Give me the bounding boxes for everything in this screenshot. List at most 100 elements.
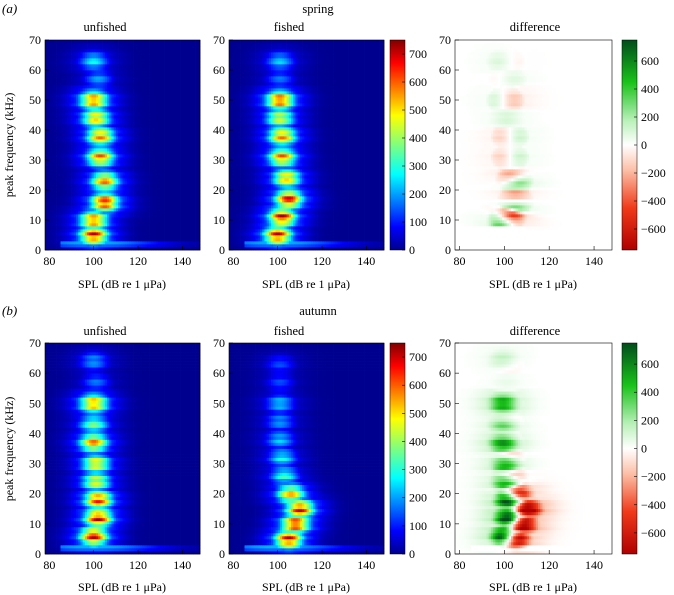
heatmap-cell [155,169,159,173]
heatmap-cell [186,55,190,59]
heatmap-cell [58,127,61,131]
heatmap-cell [71,52,75,56]
heatmap-cell [64,160,68,164]
heatmap-cell [140,196,143,200]
heatmap-cell [84,226,88,230]
heatmap-cell [162,139,165,143]
heatmap-cell [188,85,192,89]
heatmap-cell [153,115,157,119]
heatmap-cell [100,199,103,203]
heatmap-cell [122,208,126,212]
heatmap-cell [171,121,174,125]
heatmap-cell [47,97,50,101]
heatmap-cell [56,148,59,152]
heatmap-cell [162,223,165,227]
heatmap-cell [71,100,75,104]
heatmap-cell [102,214,106,218]
heatmap-cell [89,214,92,218]
heatmap-cell [82,217,86,221]
heatmap-cell [89,70,92,74]
heatmap-cell [180,127,183,131]
heatmap-cell [126,163,130,167]
heatmap-cell [169,58,172,62]
heatmap-cell [188,133,192,137]
heatmap-cell [197,127,201,131]
heatmap-cell [113,79,117,83]
heatmap-cell [169,46,172,50]
heatmap-cell [124,40,128,44]
heatmap-cell [67,106,70,110]
heatmap-cell [188,94,192,98]
heatmap-cell [162,160,165,164]
heatmap-cell [184,175,188,179]
heatmap-cell [173,184,176,188]
heatmap-cell [113,133,117,137]
heatmap-cell [64,181,68,185]
heatmap-cell [69,190,72,194]
heatmap-cell [89,220,92,224]
heatmap-cell [71,238,75,242]
heatmap-cell [115,157,119,161]
heatmap-cell [129,199,132,203]
heatmap-cell [129,247,132,251]
heatmap-cell [78,49,81,53]
heatmap-cell [115,43,119,47]
heatmap-cell [104,157,108,161]
heatmap-cell [162,55,165,59]
heatmap-cell [89,166,92,170]
heatmap-cell [126,154,130,158]
heatmap-cell [107,118,110,122]
heatmap-cell [166,211,170,215]
heatmap-cell [195,121,199,125]
heatmap-cell [56,91,59,95]
heatmap-cell [177,247,181,251]
heatmap-cell [118,205,121,209]
heatmap-cell [73,106,77,110]
heatmap-cell [80,244,83,248]
heatmap-cell [69,169,72,173]
heatmap-cell [95,106,99,110]
heatmap-cell [47,46,50,50]
heatmap-cell [131,193,134,197]
heatmap-cell [93,220,97,224]
heatmap-cell [157,106,161,110]
heatmap-cell [118,121,121,125]
heatmap-cell [104,43,108,47]
heatmap-cell [78,226,81,230]
heatmap-cell [142,118,145,122]
heatmap-cell [87,181,90,185]
heatmap-cell [51,163,55,167]
heatmap-cell [173,229,176,233]
heatmap-cell [58,139,61,143]
heatmap-cell [182,115,185,119]
heatmap-cell [160,148,163,152]
heatmap-cell [107,217,110,221]
heatmap-cell [193,106,196,110]
heatmap-cell [315,247,318,251]
heatmap-cell [78,136,81,140]
heatmap-cell [157,220,161,224]
heatmap-cell [80,115,83,119]
heatmap-cell [71,193,75,197]
heatmap-cell [78,118,81,122]
heatmap-cell [157,211,161,215]
heatmap-cell [56,220,59,224]
heatmap-cell [195,103,199,107]
heatmap-cell [195,181,199,185]
heatmap-cell [91,79,95,83]
heatmap-cell [173,130,176,134]
heatmap-cell [111,145,114,149]
heatmap-cell [166,124,170,128]
heatmap-cell [171,67,174,71]
heatmap-cell [120,100,123,104]
heatmap-cell [146,181,150,185]
heatmap-cell [186,43,190,47]
heatmap-cell [160,88,163,92]
heatmap-cell [186,130,190,134]
heatmap-cell [93,46,97,50]
heatmap-cell [118,136,121,140]
heatmap-cell [197,169,201,173]
heatmap-cell [76,136,79,140]
heatmap-cell [153,169,157,173]
heatmap-cell [135,64,139,68]
